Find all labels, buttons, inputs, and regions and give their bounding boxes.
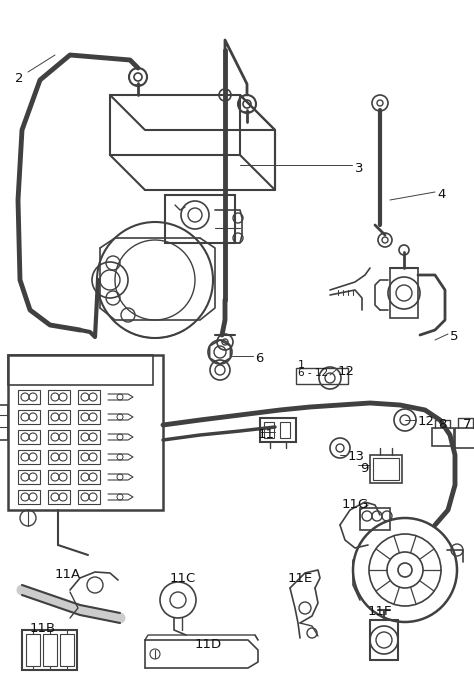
Bar — [18, 490, 40, 504]
Bar — [18, 390, 40, 404]
Bar — [48, 490, 70, 504]
Text: 12: 12 — [338, 365, 355, 378]
Text: 8: 8 — [438, 418, 447, 431]
Text: 11C: 11C — [170, 572, 196, 585]
Bar — [280, 422, 290, 438]
Text: 11: 11 — [258, 428, 275, 441]
Bar — [18, 410, 40, 424]
Text: 1: 1 — [298, 360, 305, 370]
Text: 11A: 11A — [55, 568, 81, 581]
Bar — [455, 428, 474, 448]
Text: 13: 13 — [348, 450, 365, 463]
Bar — [370, 455, 402, 483]
Bar — [18, 470, 40, 484]
Text: 11E: 11E — [288, 572, 313, 585]
Bar — [264, 422, 274, 438]
Bar — [373, 458, 399, 480]
Text: 11B: 11B — [30, 622, 56, 635]
Text: 6 - 12: 6 - 12 — [298, 368, 328, 378]
Bar — [78, 450, 100, 464]
Bar — [78, 490, 100, 504]
Bar — [48, 410, 70, 424]
Text: 6: 6 — [255, 352, 264, 365]
Text: 4: 4 — [437, 188, 446, 201]
Bar — [260, 418, 296, 442]
Bar — [60, 634, 74, 666]
Bar — [0, 405, 8, 440]
Text: 7: 7 — [463, 418, 472, 431]
Bar — [22, 630, 77, 670]
Bar — [26, 634, 40, 666]
Text: 3: 3 — [355, 162, 364, 175]
Bar — [432, 428, 454, 446]
Text: 12: 12 — [418, 415, 435, 428]
Bar — [78, 430, 100, 444]
Bar — [8, 355, 163, 510]
Bar — [78, 410, 100, 424]
Bar — [360, 508, 390, 530]
Bar — [48, 450, 70, 464]
Bar — [18, 430, 40, 444]
Text: 11G: 11G — [342, 498, 369, 511]
Bar — [43, 634, 57, 666]
Bar — [8, 355, 153, 385]
Text: 5: 5 — [450, 330, 458, 343]
Bar — [390, 268, 418, 318]
Text: 11D: 11D — [195, 638, 222, 651]
Text: 9: 9 — [360, 462, 368, 475]
Bar — [296, 368, 348, 384]
Bar — [78, 470, 100, 484]
Text: 2: 2 — [15, 72, 24, 85]
Bar — [78, 390, 100, 404]
Bar — [48, 390, 70, 404]
Bar — [48, 430, 70, 444]
Bar — [48, 470, 70, 484]
Bar — [18, 450, 40, 464]
Bar — [165, 195, 235, 243]
Text: 11F: 11F — [368, 605, 392, 618]
